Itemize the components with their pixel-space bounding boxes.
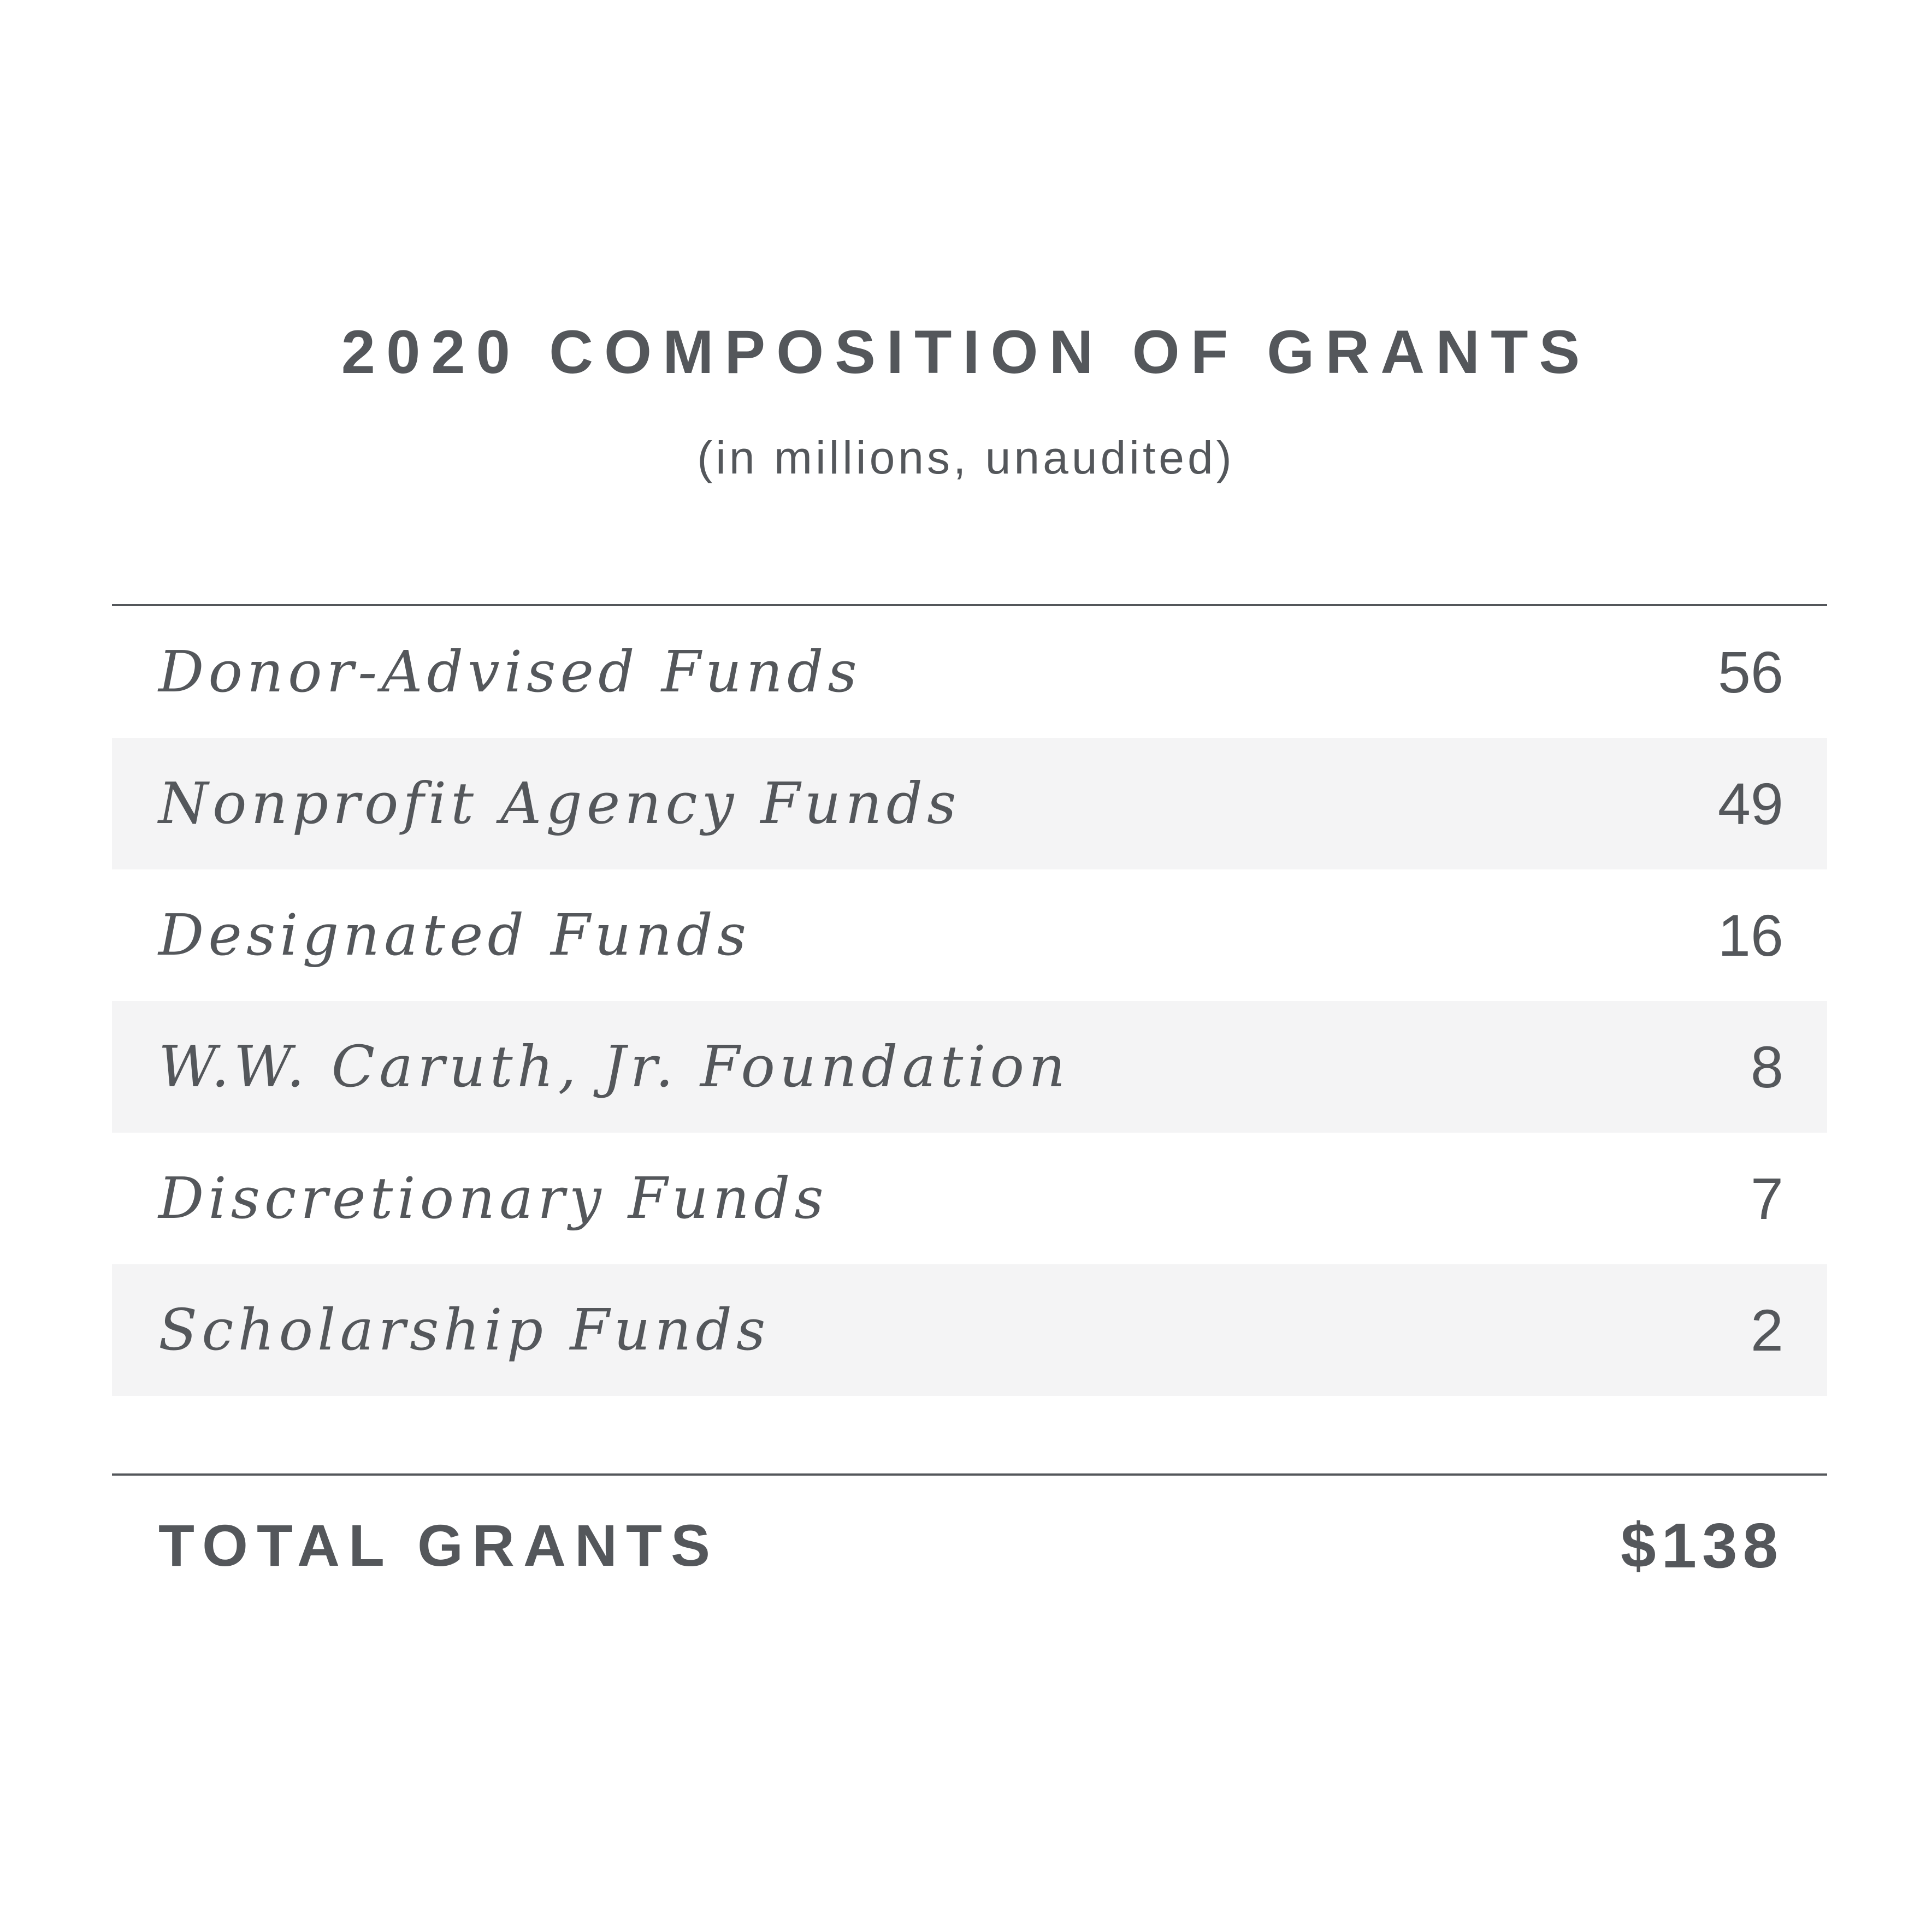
row-value: 7 — [1750, 1165, 1783, 1232]
row-label: Discretionary Funds — [158, 1165, 828, 1232]
top-divider — [112, 604, 1827, 606]
table-row: Scholarship Funds 2 — [112, 1264, 1827, 1396]
row-value: 16 — [1717, 902, 1783, 968]
bottom-divider — [112, 1473, 1827, 1476]
row-value: 49 — [1717, 771, 1783, 837]
table-row: Donor-Advised Funds 56 — [112, 606, 1827, 738]
chart-title: 2020 COMPOSITION OF GRANTS — [341, 318, 1591, 386]
total-value: $138 — [1620, 1510, 1783, 1581]
row-value: 56 — [1717, 639, 1783, 705]
row-label: Donor-Advised Funds — [158, 638, 861, 705]
row-label: Designated Funds — [158, 902, 751, 968]
row-value: 2 — [1750, 1297, 1783, 1363]
table-row: Designated Funds 16 — [112, 869, 1827, 1001]
table-row: Discretionary Funds 7 — [112, 1133, 1827, 1264]
table-row: W.W. Caruth, Jr. Foundation 8 — [112, 1001, 1827, 1133]
row-value: 8 — [1750, 1034, 1783, 1100]
total-row: TOTAL GRANTS $138 — [112, 1485, 1827, 1606]
table-row: Nonprofit Agency Funds 49 — [112, 738, 1827, 869]
chart-subtitle: (in millions, unaudited) — [697, 432, 1235, 483]
row-label: Scholarship Funds — [158, 1297, 770, 1363]
row-label: Nonprofit Agency Funds — [158, 770, 961, 837]
total-label: TOTAL GRANTS — [158, 1512, 719, 1578]
grants-table: Donor-Advised Funds 56 Nonprofit Agency … — [112, 606, 1827, 1396]
row-label: W.W. Caruth, Jr. Foundation — [158, 1033, 1070, 1100]
